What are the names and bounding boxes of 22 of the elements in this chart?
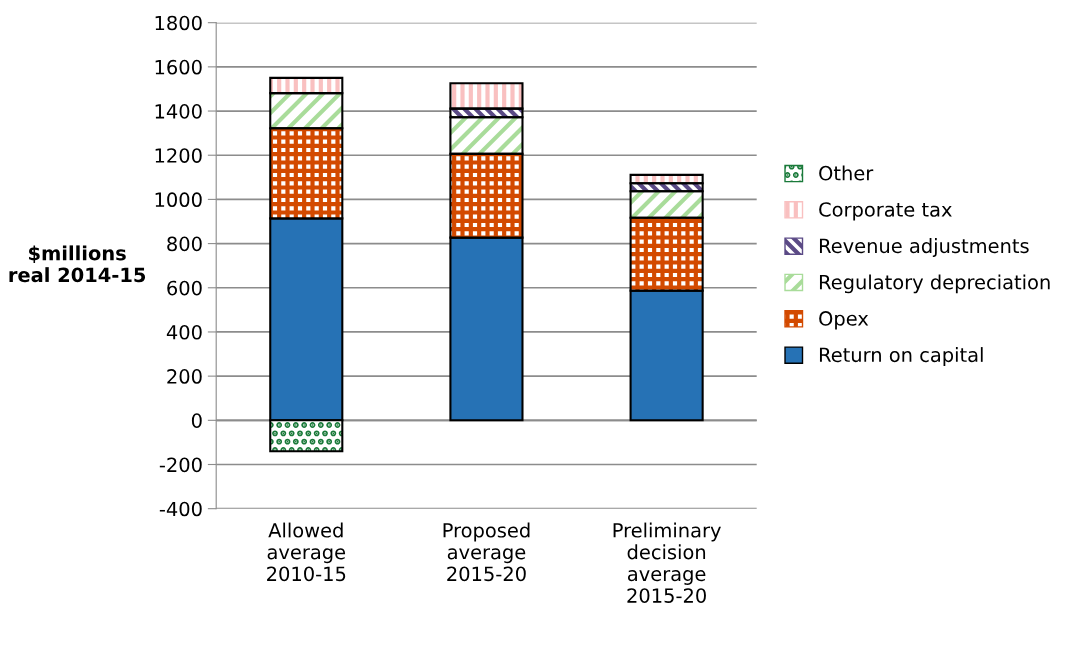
y-tick-label: -200 bbox=[159, 457, 202, 473]
legend-label: Other bbox=[819, 165, 874, 181]
y-tick-label: 800 bbox=[167, 236, 202, 252]
y-tick-label: 1600 bbox=[155, 59, 202, 75]
x-tick-label: Proposed average 2015-20 bbox=[443, 522, 530, 582]
x-tick-label: Preliminary decision average 2015-20 bbox=[613, 522, 721, 603]
y-axis-title: $millions real 2014-15 bbox=[9, 245, 146, 283]
legend-label: Revenue adjustments bbox=[819, 238, 1029, 257]
legend-label: Regulatory depreciation bbox=[819, 274, 1050, 294]
legend-label: Return on capital bbox=[819, 347, 983, 366]
y-tick-label: 400 bbox=[166, 324, 202, 340]
y-tick-label: 1200 bbox=[155, 148, 202, 163]
legend-label: Corporate tax bbox=[819, 202, 952, 221]
y-tick-label: 1000 bbox=[155, 192, 202, 208]
y-tick-label: 200 bbox=[167, 369, 202, 384]
y-tick-label: 0 bbox=[191, 413, 202, 428]
y-tick-label: 1400 bbox=[155, 104, 202, 119]
y-tick-label: 1800 bbox=[155, 15, 202, 31]
y-tick-label: 600 bbox=[167, 280, 202, 296]
y-tick-label: -400 bbox=[159, 501, 202, 517]
x-tick-label: Allowed average 2010-15 bbox=[267, 522, 346, 582]
legend-label: Opex bbox=[819, 311, 869, 330]
